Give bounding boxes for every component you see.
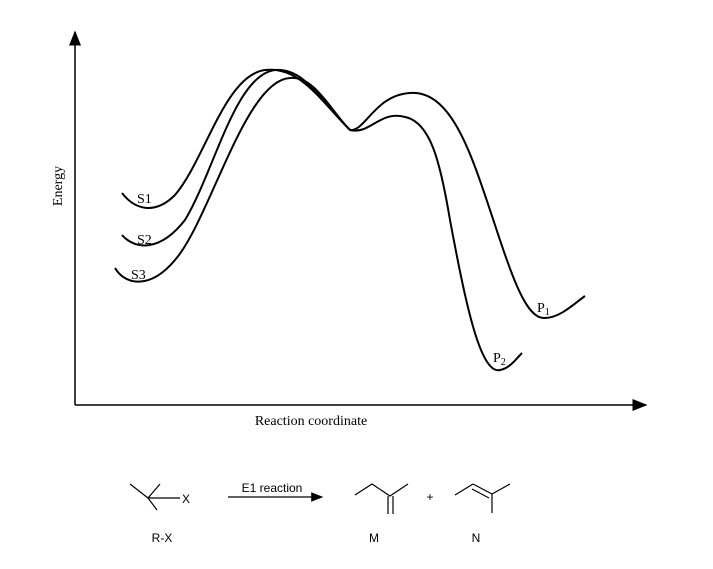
product-label: N xyxy=(472,531,481,545)
curve-label: S2 xyxy=(137,233,152,248)
y-axis-label: Energy xyxy=(51,166,66,206)
curve-p2 xyxy=(349,114,523,372)
reactant-label: R-X xyxy=(152,531,173,545)
reactant-structure xyxy=(129,483,180,511)
arrow-label: E1 reaction xyxy=(242,481,303,495)
product-label: P1 xyxy=(537,301,550,318)
curve-s1 xyxy=(121,68,351,209)
product-n-structure xyxy=(454,483,511,513)
curve-label: S1 xyxy=(137,192,152,207)
leaving-group: X xyxy=(182,492,190,506)
product-label: M xyxy=(369,531,379,545)
curve-s3 xyxy=(114,76,351,283)
plus-sign: + xyxy=(426,490,433,504)
curve-label: S3 xyxy=(131,268,146,283)
product-m-structure xyxy=(354,483,409,514)
label-subscript: 2 xyxy=(501,357,506,368)
curve-p1 xyxy=(349,91,586,320)
label-letter: P xyxy=(493,351,501,366)
product-label: P2 xyxy=(493,351,506,368)
x-axis-label: Reaction coordinate xyxy=(255,414,367,429)
label-subscript: 1 xyxy=(545,307,550,318)
label-letter: P xyxy=(537,301,545,316)
